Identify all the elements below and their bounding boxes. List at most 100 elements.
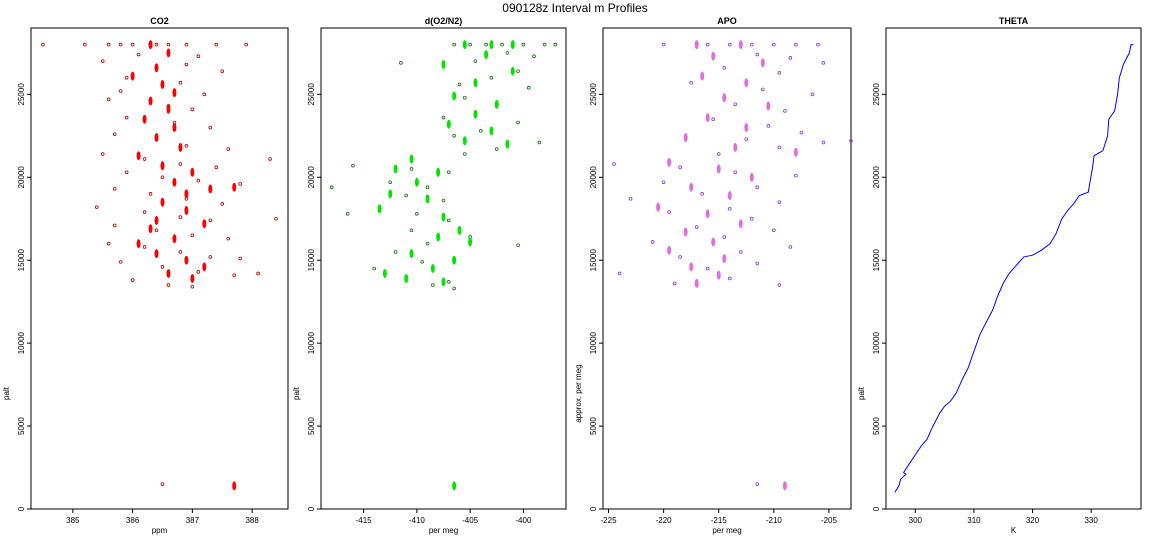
plot-frame (885, 27, 1142, 510)
x-tick-label: 387 (186, 516, 200, 525)
data-point (553, 42, 558, 47)
data-point (124, 115, 129, 120)
data-point (184, 62, 189, 67)
x-tick-label: -205 (821, 516, 838, 525)
data-point (452, 42, 456, 47)
x-tick-label: -415 (356, 516, 373, 525)
data-point (711, 237, 716, 247)
data-point (202, 262, 207, 272)
data-point (226, 236, 231, 241)
data-point (202, 92, 207, 97)
panel-title: d(O2/N2) (425, 16, 463, 26)
data-point (700, 71, 705, 81)
data-point (441, 212, 446, 222)
chart-panel-2: d(O2/N2) -415 -410 -405 -400 0 5000 10000 15000 2… (292, 16, 567, 535)
data-point (468, 42, 472, 47)
data-point (849, 138, 853, 143)
data-point (744, 78, 749, 88)
data-point (788, 56, 793, 60)
data-point (409, 154, 414, 164)
data-point (414, 177, 419, 187)
data-point (208, 184, 213, 194)
data-point (716, 152, 721, 156)
data-point (457, 82, 462, 87)
data-point (494, 147, 499, 151)
data-point (821, 140, 826, 145)
data-point (462, 136, 467, 146)
data-point (755, 52, 760, 57)
data-point (689, 262, 694, 272)
x-tick-label: 386 (126, 516, 140, 525)
data-point (136, 52, 141, 57)
data-point (777, 70, 782, 75)
data-point (190, 167, 195, 177)
data-point (112, 132, 117, 136)
x-tick-label: 330 (1084, 516, 1098, 525)
data-point (184, 143, 189, 148)
data-point (484, 50, 489, 60)
data-point (172, 88, 177, 98)
data-point (689, 80, 693, 85)
data-point (208, 125, 213, 130)
data-point (100, 152, 105, 156)
data-point (484, 42, 488, 47)
data-point (431, 283, 435, 287)
data-point (232, 481, 237, 491)
data-point (388, 189, 393, 199)
data-point (722, 93, 727, 103)
data-point (82, 42, 87, 47)
y-tick-label: 25000 (872, 83, 881, 106)
data-point (190, 107, 195, 112)
y-tick-label: 15000 (589, 249, 598, 272)
y-tick-label: 15000 (307, 249, 316, 272)
y-axis-label: approx. per meg (574, 364, 583, 422)
data-point (793, 147, 798, 157)
data-point (166, 42, 171, 47)
data-point (516, 69, 520, 73)
data-point (130, 278, 135, 282)
chart-panel-4: THETA 300 310 320 330 0 5000 10000 15000 20000 250… (857, 16, 1142, 535)
y-axis-label: palt (857, 386, 866, 400)
data-point (106, 42, 111, 47)
data-point (112, 223, 117, 228)
data-point (772, 42, 776, 47)
data-point (489, 126, 494, 136)
data-point (404, 273, 409, 283)
y-tick-label: 10000 (872, 331, 881, 354)
y-tick-label: 25000 (17, 83, 26, 106)
data-point (505, 139, 510, 149)
data-point (178, 250, 183, 254)
data-point (178, 80, 183, 85)
data-point (232, 273, 237, 277)
data-point (160, 175, 165, 180)
data-point (755, 185, 760, 190)
data-point (510, 40, 515, 50)
data-point (694, 225, 699, 229)
data-point (220, 202, 225, 206)
data-point (399, 61, 403, 65)
data-point (148, 192, 153, 196)
x-axis-label: K (1011, 526, 1017, 535)
data-point (749, 42, 754, 47)
data-point (154, 215, 159, 225)
data-point (425, 194, 430, 204)
y-tick-label: 5000 (589, 417, 598, 435)
y-tick-label: 10000 (307, 331, 316, 354)
data-point (112, 187, 117, 191)
data-point (489, 40, 494, 50)
data-point (372, 266, 377, 271)
x-tick-label: 310 (967, 516, 981, 525)
data-point (142, 114, 147, 124)
data-point (463, 95, 467, 100)
data-point (738, 219, 743, 229)
data-point (148, 40, 153, 50)
data-point (178, 142, 183, 152)
data-point (760, 58, 765, 68)
y-tick-label: 25000 (307, 83, 316, 106)
data-point (441, 59, 446, 69)
x-tick-label: -210 (766, 516, 783, 525)
y-tick-label: 25000 (589, 83, 598, 106)
data-point (716, 270, 721, 280)
data-point (447, 279, 451, 284)
data-point (821, 61, 826, 65)
